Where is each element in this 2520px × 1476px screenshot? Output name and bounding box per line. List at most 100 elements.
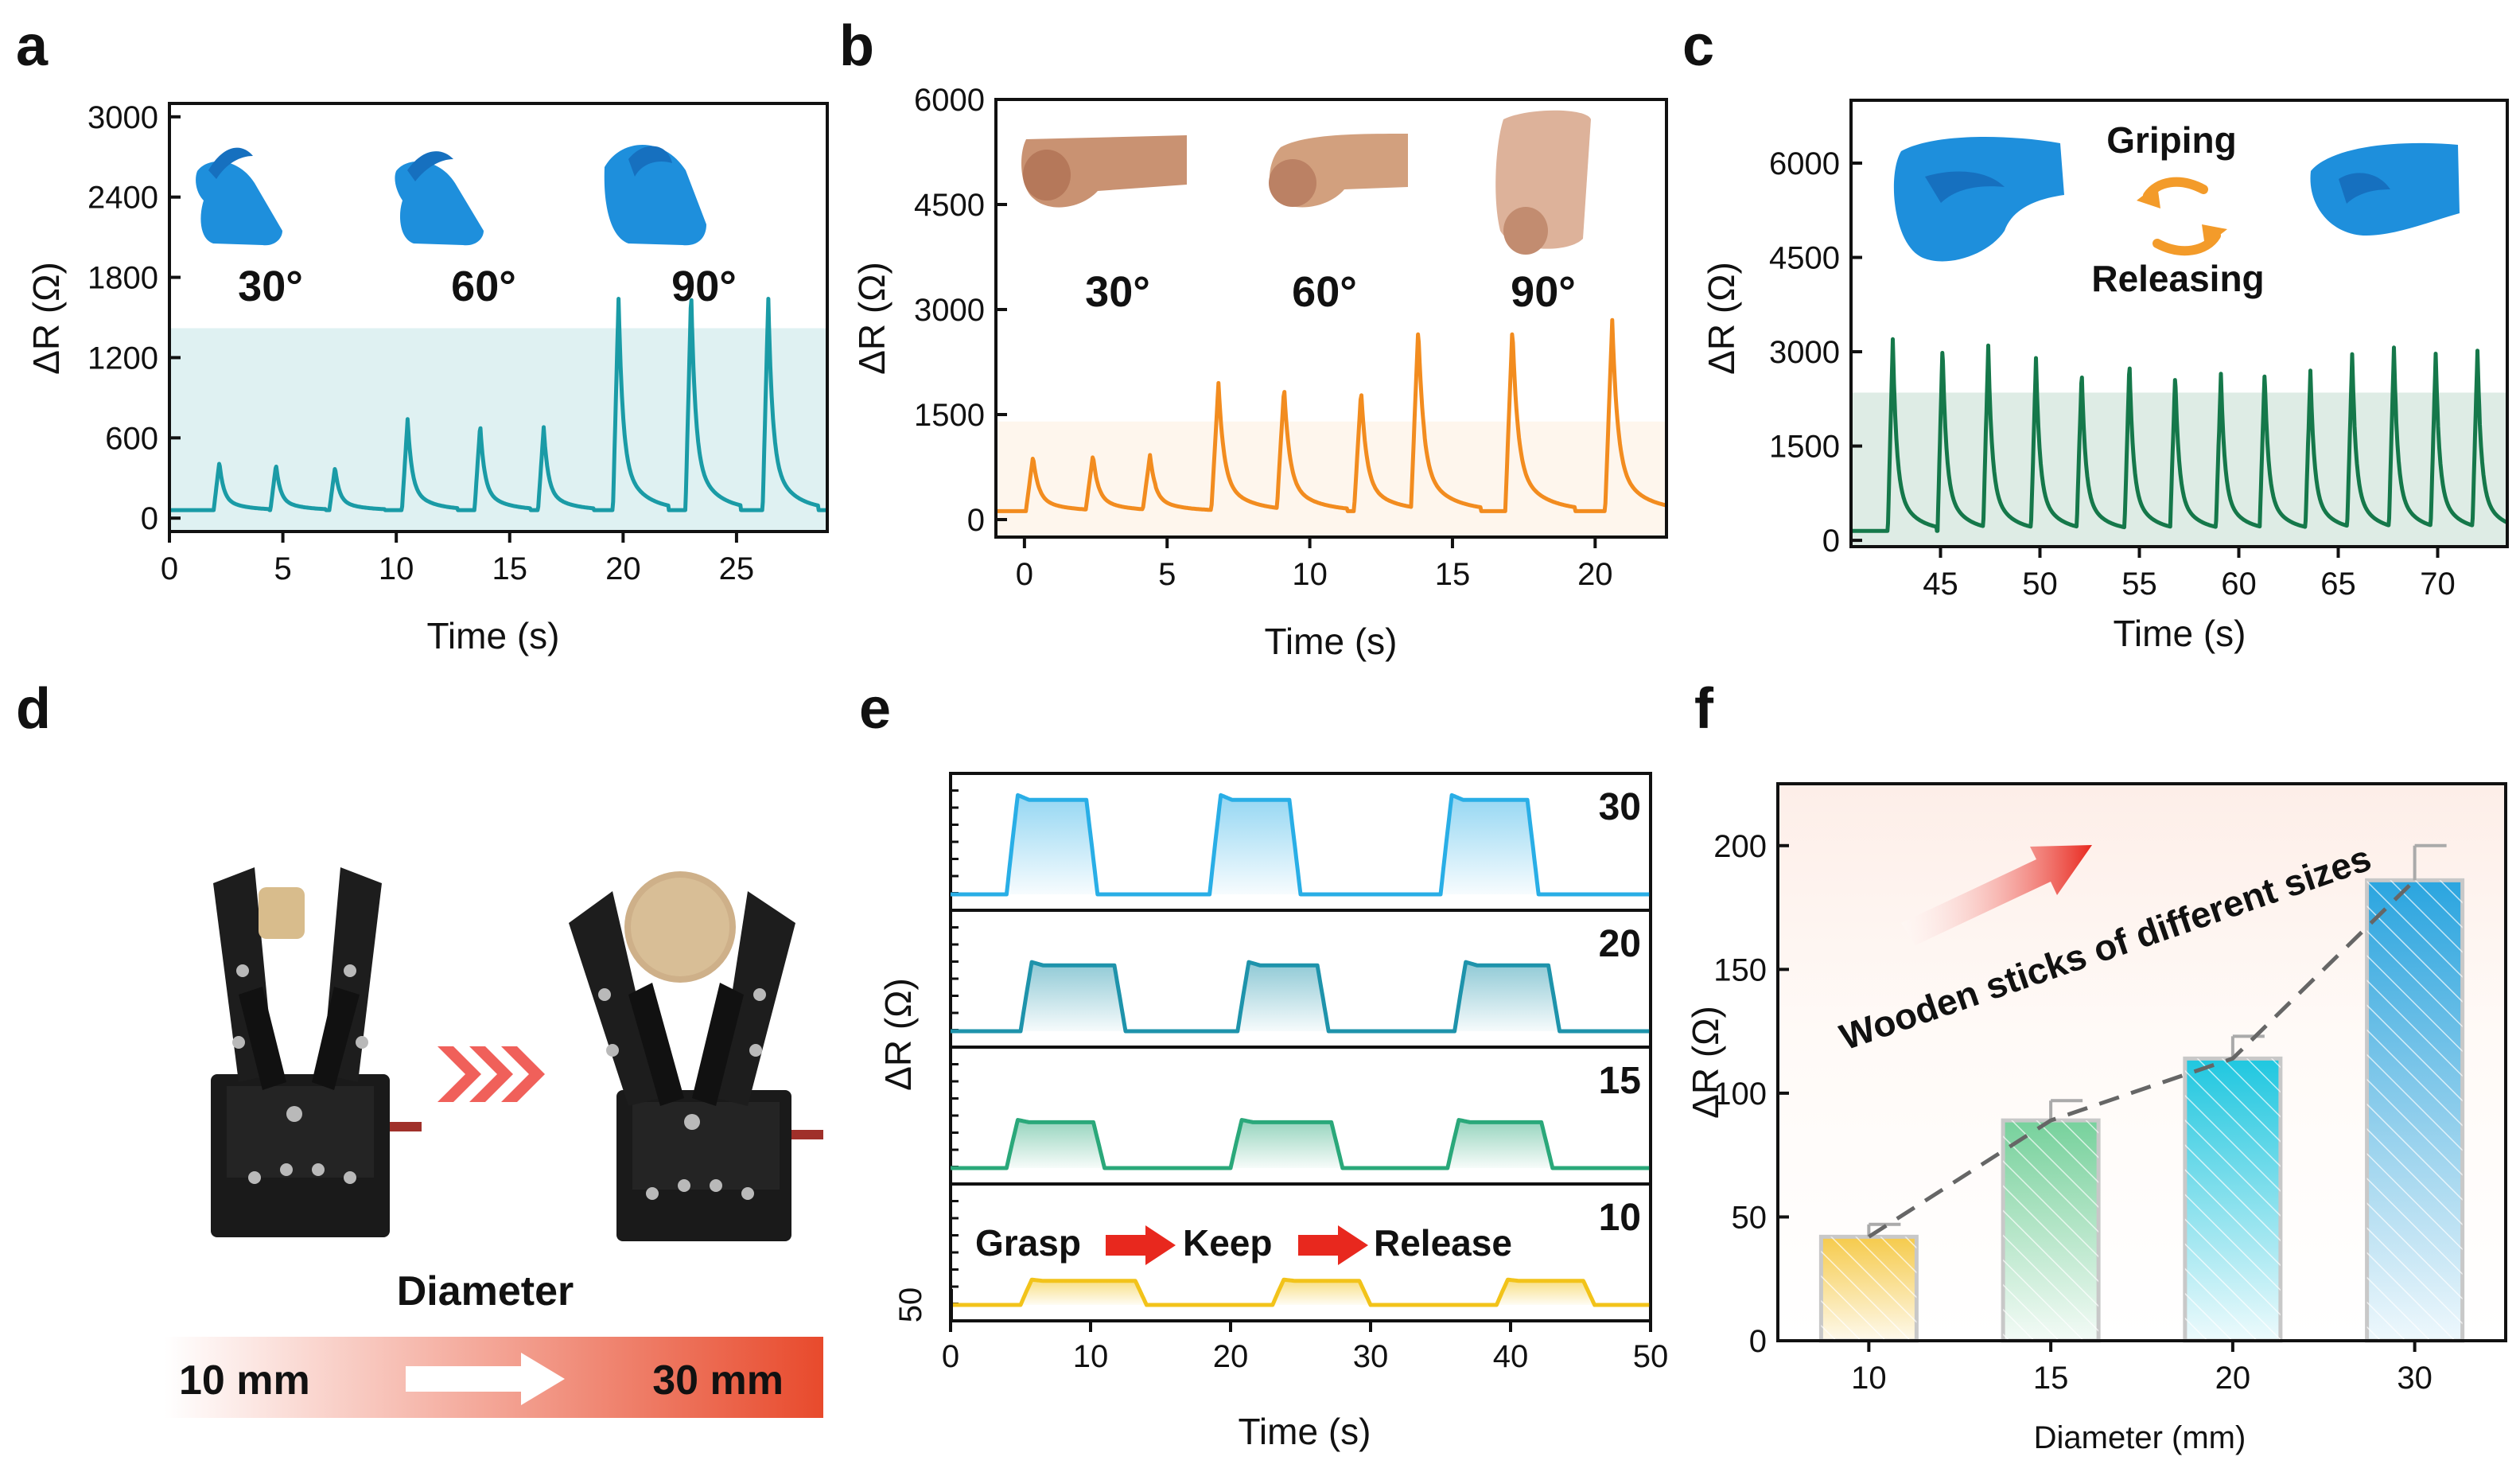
transition-chevrons-icon	[438, 1046, 545, 1102]
glove-illustration-30	[196, 147, 282, 246]
x-tick-label-a: 10	[379, 551, 414, 586]
release-label: Release	[1374, 1222, 1512, 1264]
panel-label-d: d	[16, 677, 51, 741]
plot-frame-c	[1849, 99, 2509, 548]
cycle-arrows-icon	[2137, 177, 2227, 256]
y-axis-label-c: ΔR (Ω)	[1701, 262, 1742, 375]
angle-label-b-60: 60°	[1292, 268, 1357, 316]
angle-label-a-60: 60°	[451, 263, 516, 310]
angle-label-a-90: 90°	[671, 263, 737, 310]
x-tick-label-e: 30	[1353, 1339, 1389, 1374]
x-tick-label-a: 15	[492, 551, 528, 586]
shaded-band-b	[996, 421, 1666, 537]
x-tick-label-a: 25	[719, 551, 755, 586]
gripper-small-photo	[211, 867, 422, 1237]
y-tick-label-f: 50	[1732, 1200, 1768, 1235]
x-tick-label-e: 0	[942, 1339, 959, 1374]
x-axis-label-b: Time (s)	[1265, 621, 1398, 662]
panel-d: d Diameter	[16, 677, 823, 1418]
y-tick-label-f: 200	[1713, 829, 1767, 864]
trend-arrow-icon	[1901, 845, 2092, 945]
arm-photo-90	[1495, 110, 1591, 255]
area-fill-e-10	[1272, 1279, 1371, 1305]
y-axis-label-f: ΔR (Ω)	[1685, 1006, 1726, 1119]
y-axis-label-b: ΔR (Ω)	[851, 262, 892, 375]
x-axis-label-a: Time (s)	[427, 615, 560, 656]
x-tick-label-a: 5	[274, 551, 291, 586]
x-tick-label-f: 15	[2033, 1361, 2069, 1396]
bar-hatch-10	[1821, 1236, 1917, 1341]
angle-label-a-30: 30°	[238, 263, 303, 310]
x-tick-label-f: 20	[2215, 1361, 2251, 1396]
series-label-e-15: 15	[1599, 1060, 1641, 1102]
scale-bar-label: 50	[893, 1287, 928, 1323]
red-arrow-icon-2	[1298, 1225, 1368, 1265]
y-tick-label-c: 0	[1822, 524, 1840, 559]
panel-e: e 30 20 15 10 Grasp Keep Release 50 0 10 20 30…	[859, 677, 1668, 1452]
plot-frame-a	[168, 102, 829, 533]
y-tick-label-f: 100	[1713, 1077, 1767, 1112]
x-tick-label-e: 20	[1213, 1339, 1249, 1374]
y-tick-label-a: 1200	[88, 341, 158, 376]
y-axis-label-a: ΔR (Ω)	[25, 262, 67, 375]
x-tick-label-f: 30	[2397, 1361, 2432, 1396]
x-tick-label-c: 60	[2221, 567, 2257, 602]
series-label-e-30: 30	[1599, 786, 1641, 828]
arm-photo-30	[1021, 135, 1187, 208]
y-tick-label-b: 6000	[914, 83, 985, 118]
range-arrow-icon	[406, 1353, 565, 1405]
area-fill-e-30	[1441, 795, 1539, 894]
panel-f: f Wooden sticks of different sizes 05010…	[1685, 677, 2507, 1455]
bar-hatch-30	[2366, 880, 2463, 1341]
data-series-e-10	[950, 1277, 1650, 1307]
y-tick-label-c: 1500	[1769, 430, 1840, 465]
y-tick-label-a: 3000	[88, 100, 158, 135]
scale-bar: 50	[893, 1287, 953, 1323]
y-tick-label-b: 3000	[914, 293, 985, 328]
data-series-a	[168, 297, 829, 512]
x-tick-label-a: 0	[161, 551, 178, 586]
area-fill-e-20	[1021, 962, 1126, 1031]
data-series-b	[994, 317, 1668, 513]
gripper-large-photo	[569, 871, 823, 1241]
y-axis-label-e: ΔR (Ω)	[877, 978, 919, 1091]
area-fill-e-15	[1231, 1120, 1343, 1168]
glove-illustration-60	[395, 151, 484, 246]
panel-label-f: f	[1694, 677, 1714, 741]
area-fill-e-15	[1447, 1120, 1553, 1168]
area-fill-e-10	[1496, 1279, 1595, 1305]
x-tick-label-c: 55	[2121, 567, 2157, 602]
x-tick-label-e: 50	[1633, 1339, 1669, 1374]
panel-label-e: e	[859, 677, 891, 741]
y-tick-label-b: 0	[967, 503, 985, 538]
x-tick-label-b: 10	[1292, 557, 1328, 592]
y-tick-label-f: 0	[1749, 1324, 1767, 1359]
x-axis-label-e: Time (s)	[1239, 1411, 1371, 1452]
shaded-band-a	[169, 328, 827, 532]
diameter-caption: Diameter	[397, 1268, 574, 1314]
x-tick-label-f: 10	[1851, 1361, 1887, 1396]
x-tick-label-b: 15	[1435, 557, 1471, 592]
panel-a: a 30° 60° 90° 0 600 1200 1800 2400 3000 0 5 10 15…	[16, 14, 829, 656]
plot-frame-f	[1776, 782, 2507, 1342]
area-fill-e-15	[1006, 1120, 1105, 1168]
panel-c: c Griping Releasing 0 1500 3000 4500 6000 45 5…	[1682, 14, 2509, 654]
series-label-e-20: 20	[1599, 923, 1641, 965]
area-fill-e-20	[1454, 962, 1560, 1031]
y-tick-label-f: 150	[1713, 952, 1767, 987]
data-series-e-20	[950, 960, 1650, 1034]
y-tick-label-a: 2400	[88, 181, 158, 216]
plot-frame-b	[994, 98, 1668, 539]
x-tick-label-c: 65	[2320, 567, 2356, 602]
data-series-e-30	[950, 793, 1650, 897]
x-tick-label-b: 0	[1016, 557, 1033, 592]
x-tick-label-c: 70	[2420, 567, 2456, 602]
y-tick-label-a: 1800	[88, 261, 158, 296]
series-label-e-10: 10	[1599, 1197, 1641, 1239]
x-tick-label-c: 45	[1923, 567, 1958, 602]
glove-illustration-90	[604, 144, 706, 246]
panel-label-c: c	[1682, 14, 1714, 78]
diameter-end-label: 30 mm	[652, 1357, 784, 1404]
x-tick-label-e: 10	[1073, 1339, 1109, 1374]
